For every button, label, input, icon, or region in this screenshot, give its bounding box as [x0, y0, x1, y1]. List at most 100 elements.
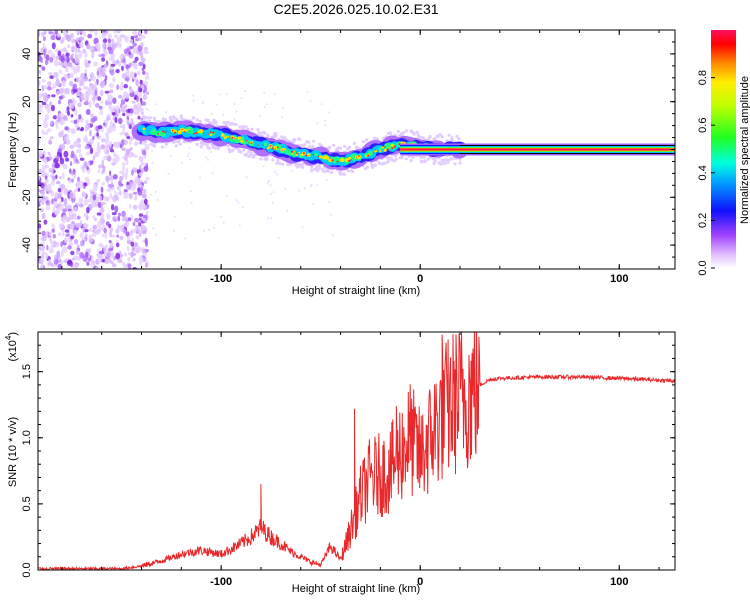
noise-speckle: [244, 90, 247, 93]
noise-speckle: [75, 30, 80, 33]
signal-blob: [372, 152, 374, 154]
signal-blob: [356, 155, 361, 159]
noise-speckle: [138, 260, 143, 266]
noise-speckle: [151, 150, 153, 152]
signal-blob: [290, 150, 294, 153]
noise-speckle: [133, 154, 139, 158]
noise-speckle: [107, 42, 113, 47]
noise-speckle: [53, 201, 58, 207]
noise-speckle: [71, 53, 75, 58]
noise-speckle: [275, 173, 278, 176]
signal-halo: [436, 134, 440, 139]
noise-speckle: [203, 229, 206, 232]
noise-speckle: [86, 261, 90, 266]
noise-speckle: [134, 217, 139, 223]
noise-speckle: [113, 30, 117, 35]
noise-speckle: [115, 69, 120, 74]
signal-blob: [276, 146, 279, 149]
noise-speckle: [59, 183, 65, 189]
noise-speckle: [96, 141, 101, 149]
noise-speckle: [78, 203, 84, 208]
noise-speckle: [310, 185, 313, 187]
noise-speckle: [126, 70, 130, 77]
noise-speckle: [103, 122, 106, 126]
noise-speckle: [81, 97, 85, 101]
noise-speckle: [91, 83, 95, 90]
noise-speckle: [64, 229, 70, 233]
signal-halo: [178, 142, 182, 146]
signal-blob: [281, 149, 283, 151]
noise-speckle: [238, 224, 241, 227]
noise-speckle: [324, 124, 327, 127]
noise-speckle: [187, 155, 190, 157]
signal-tonal-line: [400, 149, 675, 150]
noise-speckle: [117, 259, 123, 263]
signal-halo: [365, 165, 369, 169]
noise-speckle: [105, 134, 110, 140]
noise-speckle: [38, 227, 41, 232]
noise-speckle: [79, 30, 84, 33]
noise-speckle: [122, 195, 128, 199]
noise-speckle: [130, 152, 134, 157]
signal-halo: [275, 161, 279, 165]
noise-speckle: [82, 30, 86, 38]
signal-halo: [160, 145, 164, 149]
noise-speckle: [41, 247, 45, 254]
noise-speckle: [321, 170, 324, 173]
bottom-x-axis-label: Height of straight line (km): [292, 583, 420, 595]
signal-halo: [411, 155, 415, 159]
noise-speckle: [106, 155, 112, 162]
noise-speckle: [94, 217, 97, 222]
noise-speckle: [88, 100, 92, 108]
noise-speckle: [108, 231, 113, 237]
signal-blob: [258, 144, 260, 146]
noise-speckle: [98, 105, 103, 110]
noise-speckle: [180, 161, 183, 164]
noise-speckle: [38, 97, 41, 103]
noise-speckle: [128, 185, 131, 190]
signal-halo: [237, 148, 241, 152]
noise-speckle: [77, 87, 82, 93]
signal-halo: [214, 120, 218, 124]
noise-speckle: [42, 212, 46, 220]
noise-speckle: [137, 37, 140, 41]
noise-speckle: [44, 59, 49, 66]
noise-speckle: [117, 42, 123, 48]
noise-speckle: [46, 86, 52, 91]
noise-speckle: [68, 192, 74, 199]
noise-speckle: [41, 101, 47, 106]
signal-halo: [173, 139, 177, 143]
noise-speckle: [142, 188, 147, 194]
noise-speckle: [131, 185, 135, 192]
noise-speckle: [116, 84, 119, 90]
colorbar-tick-label: 0.8: [697, 70, 709, 85]
noise-speckle: [102, 66, 107, 73]
noise-speckle: [165, 111, 167, 114]
signal-halo: [148, 116, 153, 120]
noise-speckle: [145, 71, 149, 78]
noise-speckle: [46, 128, 51, 133]
noise-speckle: [108, 141, 113, 147]
colorbar-tick-label: 0.0: [697, 260, 709, 275]
noise-speckle: [118, 180, 122, 186]
noise-speckle: [189, 190, 192, 193]
signal-blob: [306, 153, 311, 157]
noise-speckle: [63, 136, 69, 143]
top-x-tick-label: 100: [610, 273, 628, 285]
noise-speckle: [57, 187, 62, 193]
noise-speckle: [77, 215, 80, 220]
noise-speckle: [88, 78, 91, 82]
noise-speckle: [139, 79, 143, 85]
noise-speckle: [55, 55, 60, 61]
noise-speckle: [121, 65, 124, 71]
noise-speckle: [89, 194, 93, 201]
noise-speckle: [126, 239, 132, 245]
signal-halo: [257, 131, 261, 135]
noise-speckle: [245, 176, 248, 179]
signal-blob: [189, 130, 194, 134]
noise-speckle: [132, 228, 137, 234]
top-x-tick-label: 0: [417, 273, 423, 285]
signal-halo: [422, 155, 426, 159]
noise-speckle: [273, 93, 276, 96]
noise-speckle: [51, 223, 55, 227]
